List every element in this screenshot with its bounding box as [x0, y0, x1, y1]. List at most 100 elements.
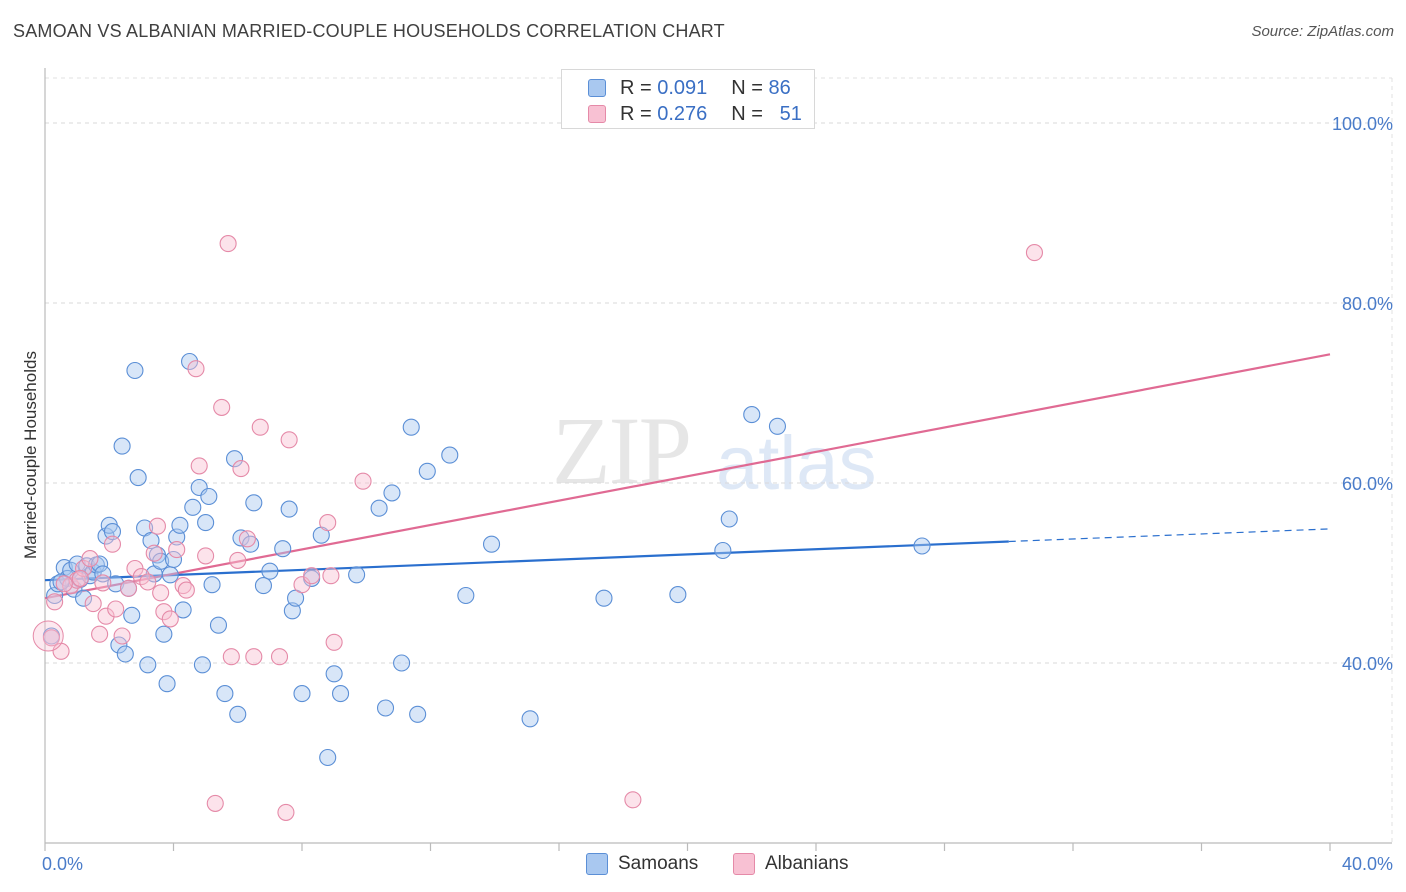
- point-samoans: [393, 654, 411, 672]
- point-albanians: [187, 360, 205, 378]
- point-albanians: [145, 544, 163, 562]
- point-albanians: [245, 648, 263, 666]
- x-tick-label: 0.0%: [42, 854, 83, 874]
- point-samoans: [242, 535, 260, 553]
- point-albanians: [1025, 244, 1043, 262]
- point-samoans: [370, 499, 388, 517]
- n-label: N =: [731, 76, 763, 99]
- point-samoans: [245, 494, 263, 512]
- data-points: [32, 235, 1043, 821]
- trend-line-albanians: [44, 353, 1331, 600]
- point-samoans: [209, 616, 228, 634]
- point-albanians: [119, 579, 138, 597]
- bottom-legend-albanians: Albanians: [733, 851, 848, 877]
- bottom-swatch-albanians: [733, 853, 755, 875]
- trend-lines: [44, 353, 1331, 600]
- point-samoans: [441, 446, 459, 464]
- point-samoans: [164, 550, 183, 569]
- point-albanians: [103, 535, 122, 553]
- point-samoans: [595, 589, 613, 607]
- chart-title: SAMOAN VS ALBANIAN MARRIED-COUPLE HOUSEH…: [13, 21, 725, 41]
- point-albanians: [354, 472, 372, 490]
- point-cluster: [32, 620, 64, 652]
- point-samoans: [75, 589, 93, 607]
- point-albanians: [91, 625, 109, 643]
- point-samoans: [184, 498, 202, 516]
- point-albanians: [152, 584, 170, 602]
- point-samoans: [126, 361, 144, 380]
- point-samoans: [225, 450, 244, 468]
- trend-extension-samoans: [1008, 528, 1331, 543]
- point-samoans: [203, 576, 221, 594]
- point-samoans: [482, 535, 501, 553]
- point-samoans: [913, 537, 931, 555]
- point-albanians: [71, 569, 89, 587]
- point-samoans: [254, 577, 273, 595]
- r-value: 0.091: [657, 76, 708, 99]
- y-tick-label: 40.0%: [1342, 654, 1393, 674]
- n-label: N =: [731, 102, 763, 125]
- point-samoans: [348, 566, 366, 584]
- r-label: R =: [620, 76, 652, 99]
- point-albanians: [251, 418, 269, 436]
- point-samoans: [743, 406, 761, 424]
- point-albanians: [113, 627, 131, 645]
- point-samoans: [113, 437, 131, 455]
- point-samoans: [158, 675, 176, 693]
- point-samoans: [216, 685, 234, 703]
- point-albanians: [213, 398, 231, 416]
- point-albanians: [42, 629, 60, 647]
- legend-swatch-albanians: [588, 105, 606, 123]
- point-albanians: [107, 600, 125, 618]
- point-samoans: [261, 562, 279, 580]
- point-albanians: [229, 551, 247, 569]
- point-albanians: [270, 648, 289, 666]
- point-samoans: [139, 656, 157, 674]
- point-albanians: [94, 574, 112, 592]
- point-samoans: [174, 601, 192, 619]
- point-samoans: [155, 625, 173, 643]
- point-samoans: [325, 665, 343, 683]
- y-tick-label: 100.0%: [1332, 114, 1393, 134]
- bottom-swatch-samoans: [586, 853, 608, 875]
- source-label: Source: ZipAtlas.com: [1251, 23, 1394, 40]
- point-samoans: [129, 469, 147, 487]
- point-samoans: [376, 699, 395, 717]
- bottom-legend-label: Albanians: [765, 853, 849, 874]
- point-albanians: [319, 514, 337, 532]
- point-albanians: [238, 530, 256, 548]
- point-albanians: [624, 791, 642, 809]
- point-samoans: [331, 685, 350, 703]
- point-samoans: [521, 710, 539, 728]
- point-samoans: [232, 529, 250, 547]
- point-albanians: [97, 607, 115, 625]
- point-samoans: [171, 516, 189, 534]
- point-samoans: [116, 645, 134, 663]
- point-albanians: [206, 794, 224, 812]
- n-value: 86: [768, 76, 791, 99]
- bottom-legend-label: Samoans: [618, 853, 699, 874]
- point-albanians: [222, 648, 240, 666]
- point-samoans: [669, 586, 687, 604]
- point-samoans: [283, 602, 301, 620]
- point-samoans: [200, 487, 218, 506]
- point-samoans: [274, 540, 292, 558]
- point-samoans: [161, 566, 179, 584]
- r-label: R =: [620, 102, 652, 125]
- legend-row-samoans: R = 0.091 N = 86: [588, 76, 791, 100]
- r-value: 0.276: [657, 102, 708, 125]
- n-value: 51: [779, 102, 802, 125]
- y-tick-label: 60.0%: [1342, 474, 1393, 494]
- point-samoans: [197, 514, 215, 532]
- point-samoans: [94, 565, 112, 583]
- point-samoans: [181, 352, 199, 371]
- trend-line-samoans: [44, 540, 1009, 582]
- legend-swatch-samoans: [588, 79, 606, 97]
- bottom-legend-samoans: Samoans: [586, 851, 698, 877]
- grid: [45, 77, 1393, 843]
- stats-legend: R = 0.091 N = 86 R = 0.276 N = 51: [561, 69, 815, 129]
- point-albanians: [46, 593, 64, 611]
- point-albanians: [155, 603, 173, 621]
- point-samoans: [142, 532, 160, 550]
